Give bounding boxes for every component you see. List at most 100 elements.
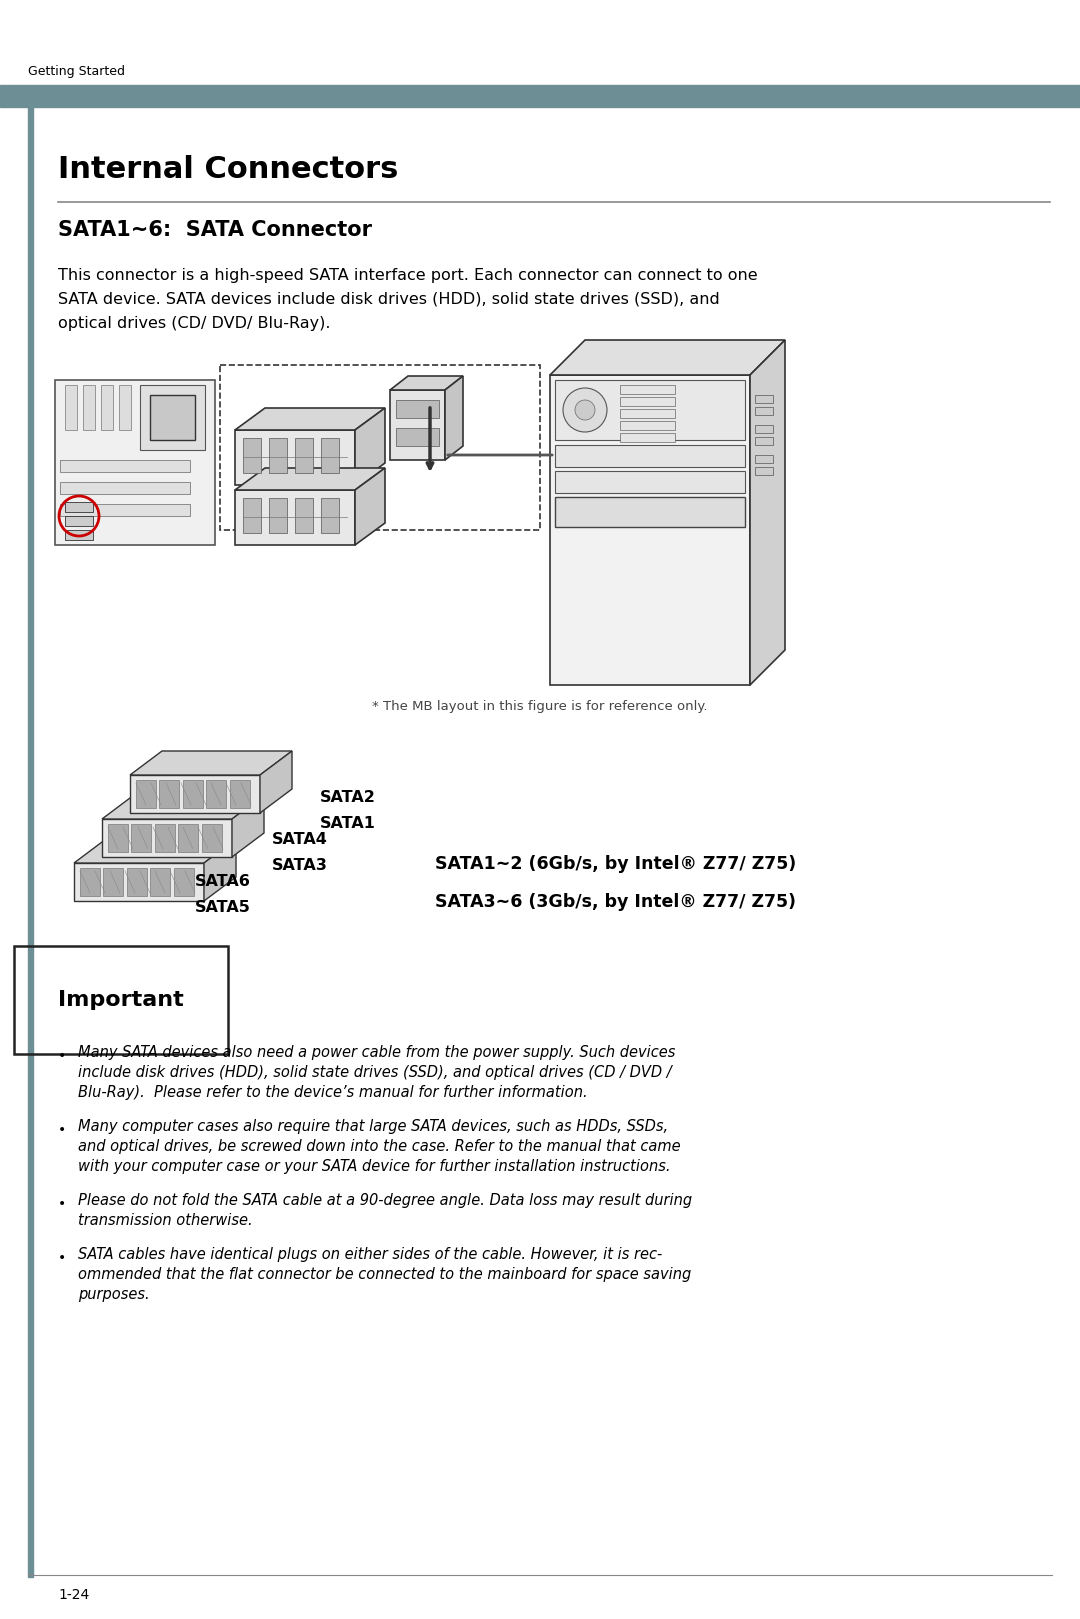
Polygon shape xyxy=(355,468,384,546)
Bar xyxy=(136,780,156,808)
Text: and optical drives, be screwed down into the case. Refer to the manual that came: and optical drives, be screwed down into… xyxy=(78,1140,680,1154)
Polygon shape xyxy=(445,376,463,460)
Bar xyxy=(620,432,675,442)
Bar xyxy=(620,421,675,431)
Text: Please do not fold the SATA cable at a 90-degree angle. Data loss may result dur: Please do not fold the SATA cable at a 9… xyxy=(78,1193,692,1208)
Bar xyxy=(555,380,745,440)
Bar xyxy=(65,516,93,526)
Bar xyxy=(108,824,129,852)
Bar xyxy=(620,397,675,406)
Bar xyxy=(755,455,773,463)
Bar xyxy=(555,471,745,494)
Text: •: • xyxy=(58,1196,66,1211)
Bar xyxy=(102,819,232,856)
Text: •: • xyxy=(58,1049,66,1064)
Bar xyxy=(269,439,287,473)
Bar xyxy=(102,385,113,431)
Bar xyxy=(28,107,33,1577)
Bar xyxy=(550,376,750,685)
Bar xyxy=(150,868,170,895)
Bar xyxy=(396,400,438,418)
Polygon shape xyxy=(102,795,264,819)
Bar xyxy=(103,868,123,895)
Bar xyxy=(80,868,100,895)
Text: 1-24: 1-24 xyxy=(58,1588,90,1601)
Bar xyxy=(140,385,205,450)
Text: transmission otherwise.: transmission otherwise. xyxy=(78,1213,253,1227)
Text: SATA3~6 (3Gb/s, by Intel® Z77/ Z75): SATA3~6 (3Gb/s, by Intel® Z77/ Z75) xyxy=(435,894,796,911)
Bar xyxy=(321,439,339,473)
Bar xyxy=(295,499,313,533)
Bar xyxy=(178,824,198,852)
Polygon shape xyxy=(355,408,384,486)
Bar xyxy=(269,499,287,533)
Polygon shape xyxy=(232,795,264,856)
Bar xyxy=(65,502,93,512)
Bar xyxy=(396,427,438,445)
Bar xyxy=(243,499,261,533)
Text: SATA1: SATA1 xyxy=(320,816,376,831)
Bar xyxy=(156,824,175,852)
Bar xyxy=(235,491,355,546)
Text: •: • xyxy=(58,1251,66,1264)
Polygon shape xyxy=(390,376,463,390)
Text: SATA cables have identical plugs on either sides of the cable. However, it is re: SATA cables have identical plugs on eith… xyxy=(78,1247,662,1261)
Text: Blu-Ray).  Please refer to the device’s manual for further information.: Blu-Ray). Please refer to the device’s m… xyxy=(78,1085,588,1099)
Text: SATA1~2 (6Gb/s, by Intel® Z77/ Z75): SATA1~2 (6Gb/s, by Intel® Z77/ Z75) xyxy=(435,855,796,873)
Bar xyxy=(159,780,179,808)
Polygon shape xyxy=(204,839,237,902)
Bar xyxy=(0,86,1080,107)
Polygon shape xyxy=(75,839,237,863)
Bar xyxy=(183,780,203,808)
Text: Internal Connectors: Internal Connectors xyxy=(58,155,399,185)
Polygon shape xyxy=(235,468,384,491)
Bar xyxy=(60,504,190,516)
Bar xyxy=(555,445,745,466)
Polygon shape xyxy=(130,751,292,776)
Bar xyxy=(620,385,675,393)
Text: Important: Important xyxy=(58,989,184,1010)
Text: Getting Started: Getting Started xyxy=(28,65,125,78)
Bar xyxy=(65,385,77,431)
Bar xyxy=(206,780,226,808)
Text: * The MB layout in this figure is for reference only.: * The MB layout in this figure is for re… xyxy=(373,699,707,712)
Text: ommended that the flat connector be connected to the mainboard for space saving: ommended that the flat connector be conn… xyxy=(78,1268,691,1282)
Text: purposes.: purposes. xyxy=(78,1287,150,1302)
Text: SATA6: SATA6 xyxy=(195,874,251,889)
Bar xyxy=(55,380,215,546)
Text: SATA2: SATA2 xyxy=(320,790,376,805)
Text: SATA4: SATA4 xyxy=(272,832,328,847)
Bar xyxy=(295,439,313,473)
Bar xyxy=(60,482,190,494)
Text: Many SATA devices also need a power cable from the power supply. Such devices: Many SATA devices also need a power cabl… xyxy=(78,1044,675,1060)
Bar xyxy=(119,385,131,431)
Bar xyxy=(75,863,204,902)
Text: include disk drives (HDD), solid state drives (SSD), and optical drives (CD / DV: include disk drives (HDD), solid state d… xyxy=(78,1065,672,1080)
Text: This connector is a high-speed SATA interface port. Each connector can connect t: This connector is a high-speed SATA inte… xyxy=(58,269,758,283)
Text: optical drives (CD/ DVD/ Blu-Ray).: optical drives (CD/ DVD/ Blu-Ray). xyxy=(58,316,330,330)
Circle shape xyxy=(563,389,607,432)
Bar xyxy=(130,776,260,813)
Bar xyxy=(65,529,93,541)
Bar xyxy=(174,868,194,895)
Bar xyxy=(202,824,222,852)
Text: SATA1~6:  SATA Connector: SATA1~6: SATA Connector xyxy=(58,220,372,240)
Circle shape xyxy=(575,400,595,419)
Text: •: • xyxy=(58,1124,66,1137)
Bar xyxy=(131,824,151,852)
Polygon shape xyxy=(235,408,384,431)
Bar xyxy=(755,395,773,403)
Bar xyxy=(235,431,355,486)
Bar xyxy=(150,395,195,440)
Bar xyxy=(755,426,773,432)
Text: with your computer case or your SATA device for further installation instruction: with your computer case or your SATA dev… xyxy=(78,1159,671,1174)
Text: SATA5: SATA5 xyxy=(195,900,251,915)
Bar xyxy=(83,385,95,431)
Bar xyxy=(755,437,773,445)
Bar xyxy=(321,499,339,533)
Polygon shape xyxy=(260,751,292,813)
Bar xyxy=(243,439,261,473)
Text: SATA3: SATA3 xyxy=(272,858,328,873)
Bar xyxy=(755,466,773,474)
Bar xyxy=(127,868,147,895)
